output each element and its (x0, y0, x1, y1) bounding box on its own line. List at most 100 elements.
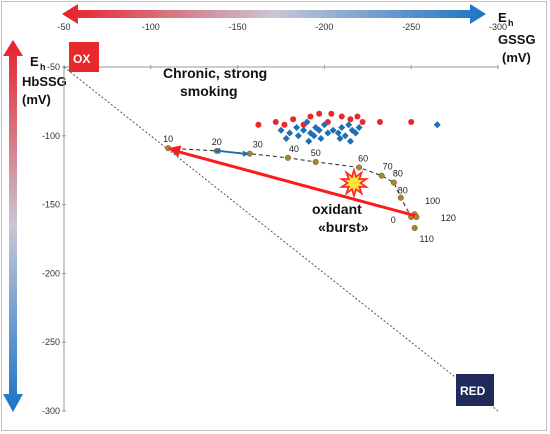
path-point (312, 158, 319, 165)
smoking-label-line2: smoking (180, 83, 238, 99)
path-point-label: 60 (358, 153, 368, 163)
smoking-blue-point (345, 121, 353, 129)
axes: -50 -100 -150 -200 -250 -300 -50 -100 -150 -200 -2… (42, 22, 507, 416)
y-tick-label: -100 (42, 131, 60, 141)
y-axis-title-sub: h (40, 62, 46, 72)
red-label: RED (460, 384, 486, 398)
red-arrow-line (177, 150, 416, 218)
smoking-blue-point (336, 135, 344, 143)
x-tick-label: -250 (402, 22, 420, 32)
path-point (284, 154, 291, 161)
y-tick-label: -200 (42, 268, 60, 278)
path-point (356, 164, 363, 171)
smoking-red-point (316, 110, 323, 117)
smoking-red-point (376, 119, 383, 126)
smoking-red-point (347, 116, 354, 123)
smoking-red-point (359, 119, 366, 126)
diagonal-dotted-line (63, 66, 499, 412)
path-point-label: 30 (253, 140, 263, 150)
smoking-blue-point (355, 124, 363, 132)
path-point-label: 70 (383, 162, 393, 172)
burst-core-icon (344, 173, 364, 193)
smoking-red-point (272, 119, 279, 126)
arrows (168, 145, 416, 218)
x-gradient-arrow (62, 4, 486, 24)
y-tick-label: -150 (42, 200, 60, 210)
diagonal-line (63, 66, 499, 412)
x-tick-label: -100 (142, 22, 160, 32)
blue-arrow-head-left (213, 147, 221, 154)
x-axis-title: E h GSSG (mV) (498, 10, 536, 65)
x-axis-title-sub: h (508, 18, 514, 28)
path-point (411, 224, 418, 231)
y-axis-title-line2: HbSSG (22, 74, 67, 89)
burst-annotation: oxidant «burst» (312, 201, 369, 235)
smoking-blue-point (352, 129, 360, 137)
y-tick-label: -300 (42, 406, 60, 416)
smoking-blue-point (282, 135, 290, 143)
smoking-red-point (354, 113, 361, 120)
path-point-label: 80 (398, 186, 408, 196)
path-point-label: 100 (425, 196, 440, 206)
path-point (390, 179, 397, 186)
smoking-blue-point (277, 126, 285, 134)
smoking-blue-point (320, 121, 328, 129)
smoking-label-line1: Chronic, strong (163, 65, 267, 81)
x-axis-title-line3: (mV) (502, 50, 531, 65)
smoking-blue-point (341, 132, 349, 140)
smoking-blue-point (317, 135, 325, 143)
x-axis-title-line2: GSSG (498, 32, 536, 47)
x-tick-label: -300 (489, 22, 507, 32)
y-tick-label: -50 (47, 62, 60, 72)
smoking-blue-point (293, 124, 301, 132)
smoking-red-point (408, 119, 415, 126)
burst-label-line2: «burst» (318, 219, 369, 235)
smoking-blue-point (303, 118, 311, 126)
smoking-blue-point (286, 129, 294, 137)
path-point (413, 213, 420, 220)
x-tick-label: -150 (229, 22, 247, 32)
blue-arrow-head-right (242, 150, 250, 157)
y-axis-title-main: E (30, 54, 39, 69)
smoking-blue-point (329, 126, 337, 134)
y-axis-title: E h HbSSG (mV) (22, 54, 67, 107)
smoking-red-point (338, 113, 345, 120)
red-box: RED (456, 374, 494, 406)
burst-label-line1: oxidant (312, 201, 362, 217)
y-tick-label: -250 (42, 337, 60, 347)
y-gradient-arrow (3, 40, 23, 412)
smoking-blue-point (300, 126, 308, 134)
smoking-blue-point (294, 132, 302, 140)
smoking-red-point (307, 113, 314, 120)
smoking-points (255, 110, 441, 145)
smoking-red-point (281, 121, 288, 128)
smoking-red-point (255, 121, 262, 128)
path-point-label: 40 (289, 144, 299, 154)
path-point (397, 194, 404, 201)
x-tick-label: -200 (315, 22, 333, 32)
smoking-blue-point (324, 129, 332, 137)
path-point-label: 10 (163, 134, 173, 144)
smoking-blue-point (305, 137, 313, 145)
path-point-label: 0 (391, 215, 396, 225)
red-arrow-head (168, 145, 182, 158)
path-point-label: 20 (212, 137, 222, 147)
smoking-blue-point (312, 124, 320, 132)
ox-box: OX (69, 42, 99, 72)
path-point-label: 50 (311, 148, 321, 158)
y-axis-title-line3: (mV) (22, 92, 51, 107)
path-point (378, 172, 385, 179)
blue-arrow-line (219, 149, 244, 155)
smoking-annotation: Chronic, strong smoking (163, 65, 267, 99)
x-tick-label: -50 (57, 22, 70, 32)
path-point-label: 80 (393, 169, 403, 179)
ox-label: OX (73, 52, 90, 66)
smoking-blue-point (338, 124, 346, 132)
smoking-red-point (328, 110, 335, 117)
smoking-blue-point (310, 132, 318, 140)
smoking-blue-point (346, 137, 354, 145)
path-point-label: 110 (419, 234, 433, 244)
